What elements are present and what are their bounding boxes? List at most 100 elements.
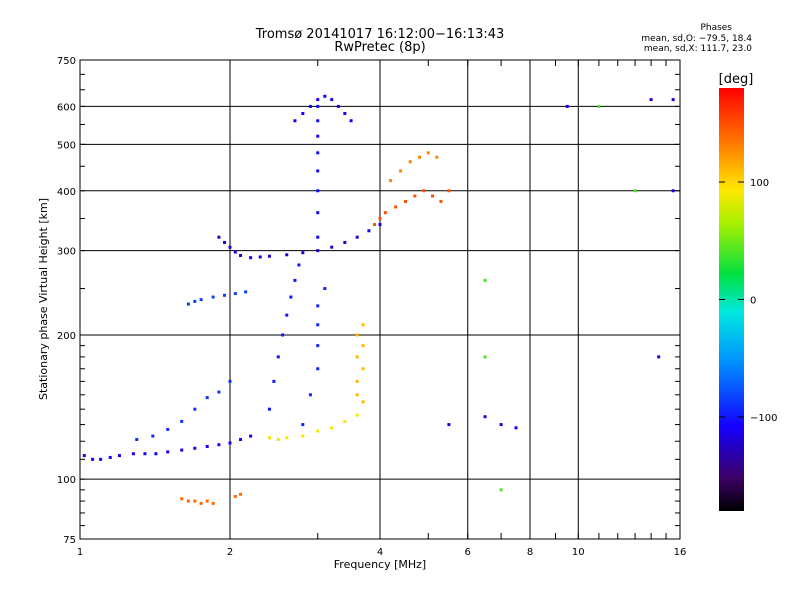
- data-point: [233, 292, 237, 296]
- colorbar-tick-label: 0: [750, 296, 756, 307]
- data-point: [343, 240, 347, 244]
- data-point: [343, 111, 347, 115]
- x-tick-label: 2: [227, 547, 233, 558]
- data-point: [301, 423, 305, 427]
- data-point: [285, 253, 289, 257]
- data-point: [154, 452, 158, 456]
- data-point: [223, 293, 227, 297]
- x-tick-label: 6: [465, 547, 471, 558]
- y-tick-labels: 75 100 200 300 400 500 600 750: [57, 56, 76, 546]
- data-point: [483, 278, 487, 282]
- data-point: [186, 302, 190, 306]
- data-point: [297, 263, 301, 267]
- data-point: [228, 441, 232, 445]
- data-point: [316, 211, 320, 215]
- data-point: [361, 400, 365, 404]
- data-point: [199, 298, 203, 302]
- data-point: [131, 452, 135, 456]
- data-point: [316, 249, 320, 253]
- chart-title: Tromsø 20141017 16:12:00−16:13:43: [255, 27, 505, 42]
- data-point: [193, 407, 197, 411]
- data-point: [355, 235, 359, 239]
- colorbar-tick-label: −100: [750, 413, 777, 424]
- data-point: [239, 254, 243, 258]
- data-point: [316, 151, 320, 155]
- data-point: [193, 299, 197, 303]
- data-point: [217, 390, 221, 394]
- data-point: [394, 205, 398, 209]
- data-point: [239, 492, 243, 496]
- y-tick-label: 75: [63, 535, 76, 546]
- data-point: [431, 194, 435, 198]
- data-point: [186, 499, 190, 503]
- y-axis-label: Stationary phase Virtual Height [km]: [37, 198, 50, 400]
- data-point: [447, 423, 451, 427]
- data-point: [99, 457, 103, 461]
- data-point: [378, 223, 382, 227]
- data-point: [272, 379, 276, 383]
- data-point: [316, 134, 320, 138]
- x-tick-label: 4: [377, 547, 383, 558]
- data-points: [82, 94, 675, 505]
- data-point: [108, 455, 112, 459]
- data-point: [316, 304, 320, 308]
- x-tick-label: 8: [527, 547, 533, 558]
- data-point: [249, 434, 253, 438]
- data-point: [217, 443, 221, 447]
- data-point: [301, 111, 305, 115]
- x-axis-label: Frequency [MHz]: [334, 558, 426, 571]
- data-point: [239, 438, 243, 442]
- data-point: [336, 104, 340, 108]
- data-point: [483, 355, 487, 359]
- data-point: [323, 94, 327, 98]
- data-point: [91, 457, 95, 461]
- data-point: [258, 255, 262, 259]
- y-tick-label: 200: [57, 331, 76, 342]
- data-point: [301, 251, 305, 255]
- data-point: [323, 287, 327, 291]
- data-point: [316, 98, 320, 102]
- data-point: [267, 436, 271, 440]
- data-point: [439, 199, 443, 203]
- data-point: [355, 333, 359, 337]
- data-point: [199, 501, 203, 505]
- chart-subtitle: RwPretec (8p): [334, 40, 426, 55]
- y-tick-label: 500: [57, 140, 76, 151]
- data-point: [233, 250, 237, 254]
- data-point: [228, 245, 232, 249]
- y-tick-label: 600: [57, 102, 76, 113]
- axis-ticks: [80, 60, 680, 539]
- data-point: [217, 235, 221, 239]
- data-point: [330, 245, 334, 249]
- data-point: [330, 426, 334, 430]
- data-point: [143, 452, 147, 456]
- data-point: [597, 104, 601, 108]
- data-point: [316, 323, 320, 327]
- data-point: [166, 427, 170, 431]
- grid-lines: [80, 60, 680, 539]
- data-point: [211, 501, 215, 505]
- data-point: [276, 438, 280, 442]
- data-point: [483, 415, 487, 419]
- data-point: [426, 151, 430, 155]
- data-point: [82, 454, 86, 458]
- data-point: [267, 407, 271, 411]
- data-point: [289, 295, 293, 299]
- data-point: [223, 240, 227, 244]
- data-point: [316, 344, 320, 348]
- data-point: [166, 450, 170, 454]
- data-point: [355, 393, 359, 397]
- data-point: [383, 211, 387, 215]
- data-point: [316, 235, 320, 239]
- phase-stats-x: mean, sd,X: 111.7, 23.0: [643, 44, 752, 54]
- data-point: [565, 104, 569, 108]
- data-point: [361, 367, 365, 371]
- data-point: [249, 256, 253, 260]
- data-point: [151, 434, 155, 438]
- data-point: [671, 98, 675, 102]
- data-point: [316, 429, 320, 433]
- data-point: [349, 119, 353, 123]
- data-point: [316, 119, 320, 123]
- data-point: [267, 254, 271, 258]
